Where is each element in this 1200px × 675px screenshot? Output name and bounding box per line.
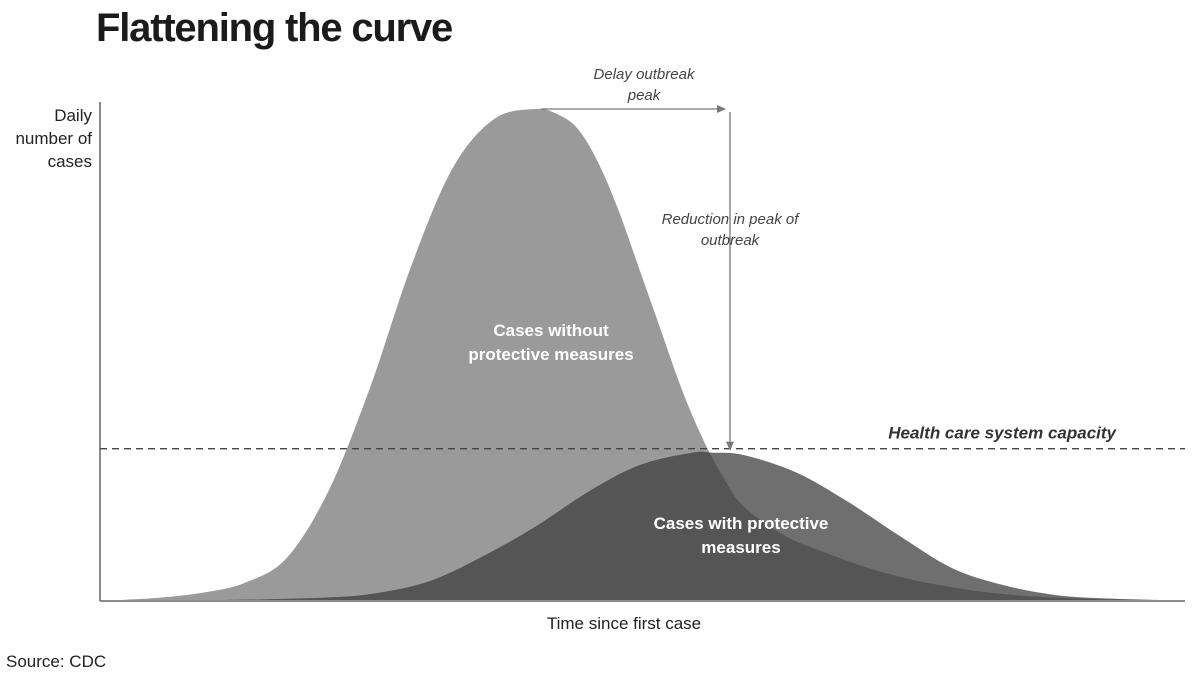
source-note: Source: CDC bbox=[6, 652, 107, 671]
reduction-arrow-head bbox=[726, 441, 734, 451]
y-axis-label-line-1: Daily bbox=[54, 106, 92, 125]
reduction-annotation-line-2: outbreak bbox=[701, 232, 761, 249]
series-without-measures-label-line-2: protective measures bbox=[468, 345, 633, 364]
area-without-measures bbox=[120, 108, 1160, 600]
y-axis-label-line-3: cases bbox=[47, 152, 92, 171]
delay-annotation-line-2: peak bbox=[627, 87, 662, 104]
delay-arrow-head bbox=[717, 105, 726, 113]
x-axis-label: Time since first case bbox=[547, 614, 701, 633]
chart-title: Flattening the curve bbox=[96, 6, 453, 50]
series-with-measures-label-line-2: measures bbox=[701, 538, 780, 557]
y-axis-label-line-2: number of bbox=[15, 129, 92, 148]
reduction-annotation-line-1: Reduction in peak of bbox=[662, 211, 801, 228]
series-with-measures-label-line-1: Cases with protective bbox=[654, 514, 829, 533]
capacity-label: Health care system capacity bbox=[888, 424, 1117, 443]
delay-annotation-line-1: Delay outbreak bbox=[594, 66, 696, 83]
series-without-measures-label-line-1: Cases without bbox=[493, 321, 609, 340]
